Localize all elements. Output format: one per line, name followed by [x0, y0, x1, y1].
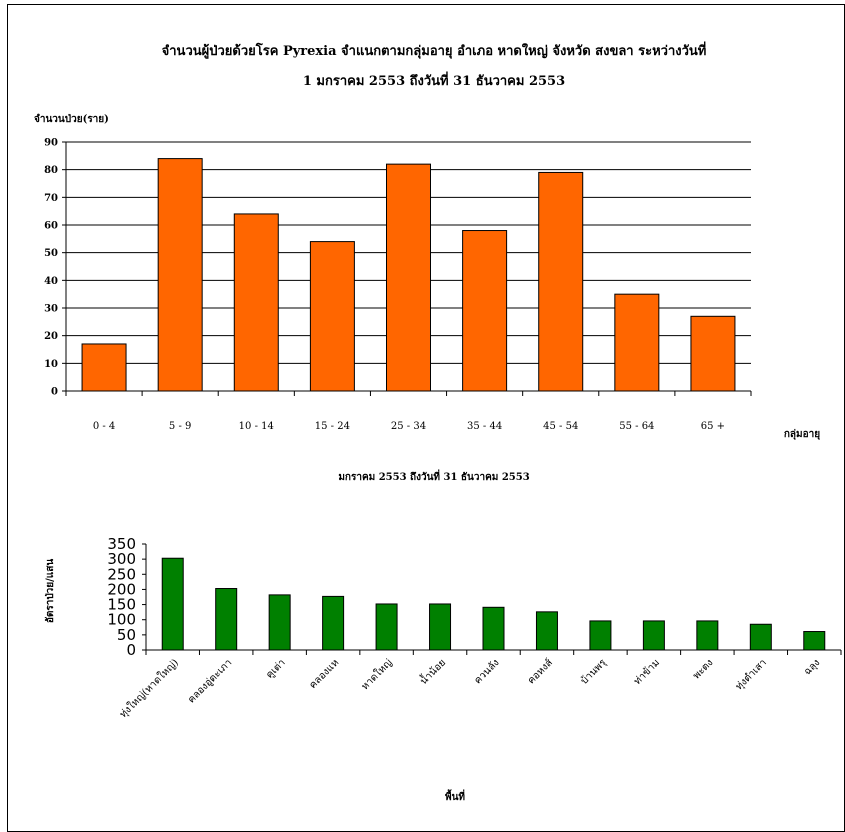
- bar-area-2: [268, 594, 291, 651]
- chart-title: จำนวนผู้ป่วยด้วยโรค Pyrexia จำแนกตามกลุ่…: [162, 41, 707, 59]
- bar-25-34: [386, 163, 431, 392]
- x-tick-label: 55 - 64: [619, 421, 654, 432]
- bar-35-44: [462, 230, 508, 392]
- y-tick-label: 300: [107, 550, 136, 568]
- bar-15-24: [309, 241, 355, 392]
- bar-area-12: [803, 631, 826, 651]
- bar-0-4: [81, 343, 127, 392]
- bar-area-5: [429, 603, 452, 651]
- x-tick-label: 65 +: [701, 421, 725, 432]
- y-tick-label: 150: [107, 596, 136, 614]
- bar-area-9: [642, 620, 665, 651]
- bar-area-4: [375, 603, 398, 651]
- bar-area-10: [696, 620, 719, 651]
- bar-area-8: [589, 620, 612, 651]
- y-tick-label: 10: [44, 359, 58, 370]
- y-tick-label: 0: [126, 641, 136, 659]
- y-tick-label: 60: [44, 221, 58, 232]
- x-tick-label: พะตง: [691, 657, 715, 681]
- bar-10-14: [233, 213, 279, 392]
- bar-area-3: [322, 595, 345, 651]
- x-tick-label: คอหงส์: [525, 657, 555, 687]
- x-tick-label: 15 - 24: [315, 421, 350, 432]
- x-tick-label: คลองแห: [307, 657, 341, 691]
- y-tick-label: 200: [107, 580, 136, 598]
- age-group-chart-panel: จำนวนผู้ป่วยด้วยโรค Pyrexia จำแนกตามกลุ่…: [7, 4, 845, 462]
- y-tick-label: 250: [107, 565, 136, 583]
- y-tick-label: 70: [44, 193, 58, 204]
- x-tick-label: ทุ่งใหญ่(หาดใหญ่): [117, 657, 181, 721]
- x-tick-label: หาดใหญ่: [359, 657, 395, 693]
- x-tick-label: ควนลัง: [473, 657, 502, 686]
- bar-65+: [690, 315, 736, 392]
- y-tick-label: 50: [117, 626, 136, 644]
- x-tick-label: 10 - 14: [239, 421, 274, 432]
- x-tick-label: น้ำน้อย: [416, 655, 448, 687]
- y-tick-label: 100: [107, 611, 136, 629]
- y-tick-label: 50: [44, 248, 58, 259]
- y-axis-label: จำนวนป่วย(ราย): [34, 113, 109, 125]
- x-axis-label: พื้นที่: [445, 789, 465, 803]
- bar-5-9: [157, 158, 203, 392]
- y-tick-label: 30: [44, 304, 58, 315]
- bar-area-0: [161, 557, 184, 651]
- y-tick-label: 90: [44, 138, 58, 149]
- x-tick-label: ฉลุง: [802, 657, 822, 677]
- x-tick-label: ทุ่งตำเสา: [734, 657, 769, 692]
- chart-title: มกราคม 2553 ถึงวันที่ 31 ธันวาคม 2553: [338, 469, 529, 483]
- bar-area-7: [535, 611, 558, 651]
- bar-45-54: [538, 171, 584, 392]
- bar-55-64: [614, 293, 660, 392]
- x-axis-label: กลุ่มอายุ: [784, 428, 820, 440]
- y-tick-label: 350: [107, 535, 136, 553]
- y-tick-label: 20: [44, 331, 58, 342]
- chart-subtitle: 1 มกราคม 2553 ถึงวันที่ 31 ธันวาคม 2553: [303, 71, 565, 89]
- x-tick-label: 5 - 9: [169, 421, 191, 432]
- x-tick-label: 0 - 4: [93, 421, 115, 432]
- x-tick-label: คูเต่า: [264, 657, 287, 680]
- x-tick-label: 45 - 54: [543, 421, 578, 432]
- area-rate-chart-panel: มกราคม 2553 ถึงวันที่ 31 ธันวาคม 2553 อั…: [7, 458, 845, 832]
- x-tick-label: ท่าข้าม: [631, 657, 662, 688]
- bar-area-6: [482, 606, 505, 651]
- x-tick-label: คลองอู่ตะเภา: [186, 657, 234, 705]
- x-tick-label: 35 - 44: [467, 421, 502, 432]
- y-tick-label: 40: [44, 276, 58, 287]
- x-tick-label: 25 - 34: [391, 421, 426, 432]
- y-tick-label: 80: [44, 165, 58, 176]
- area-rate-bar-chart: มกราคม 2553 ถึงวันที่ 31 ธันวาคม 2553 อั…: [44, 469, 842, 803]
- y-axis-label: อัตราป่วย/แสน: [44, 559, 56, 624]
- age-group-bar-chart: จำนวนผู้ป่วยด้วยโรค Pyrexia จำแนกตามกลุ่…: [34, 41, 820, 440]
- bar-area-1: [215, 588, 238, 651]
- x-tick-label: บ้านพรุ: [578, 656, 609, 687]
- y-tick-label: 0: [51, 387, 58, 398]
- bar-area-11: [749, 623, 772, 651]
